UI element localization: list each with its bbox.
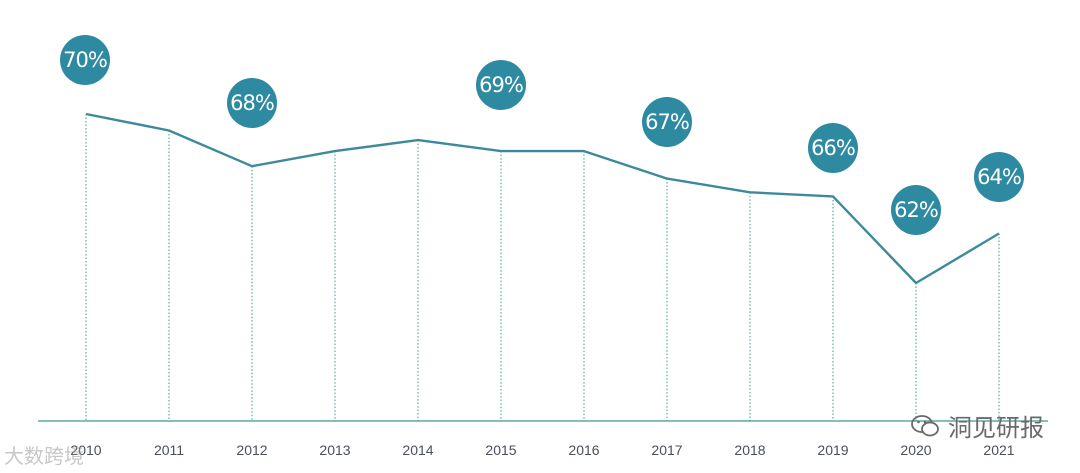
data-label-2020: 62% [894,198,938,222]
x-tick-label-2014: 2014 [402,442,433,458]
x-tick-label-2020: 2020 [900,442,931,458]
value-bubble-2012: 68% [227,78,277,128]
drop-lines [85,114,1000,421]
x-tick-label-2010: 2010 [70,442,101,458]
bubble-circle [808,123,858,173]
x-tick-label-2015: 2015 [485,442,516,458]
watermark-right-text: 洞见研报 [948,414,1044,442]
value-bubble-2010: 70% [60,35,110,85]
value-bubble-2015: 69% [476,60,526,110]
data-label-2015: 69% [479,73,523,97]
x-tick-label-2017: 2017 [651,442,682,458]
value-bubble-2017: 67% [642,97,692,147]
x-tick-labels: 2010 2011 2012 2013 2014 2015 2016 2017 2018 2019… [70,442,1014,458]
x-tick-label-2016: 2016 [568,442,599,458]
bubble-circle [974,152,1024,202]
x-tick-label-2013: 2013 [319,442,350,458]
value-bubbles: 70% 68% 69% 67% 66% 62% 64% [60,35,1024,235]
bubble-circle [476,60,526,110]
bubble-circle [891,185,941,235]
series-line [85,112,1000,285]
x-tick-label-2019: 2019 [817,442,848,458]
bubble-circle [60,35,110,85]
value-bubble-2021: 64% [974,152,1024,202]
bubble-circle [227,78,277,128]
data-label-2021: 64% [977,165,1021,189]
watermark-left-text: 大数跨境 [4,444,84,468]
data-label-2010: 70% [63,48,107,72]
data-label-2019: 66% [811,136,855,160]
x-tick-label-2018: 2018 [734,442,765,458]
data-label-2017: 67% [645,110,689,134]
value-bubble-2020: 62% [891,185,941,235]
x-tick-label-2012: 2012 [236,442,267,458]
wechat-icon [910,413,940,439]
x-tick-label-2011: 2011 [154,442,184,458]
watermark-right: 洞见研报 [910,408,1044,443]
bubble-circle [642,97,692,147]
value-bubble-2019: 66% [808,123,858,173]
watermark-left: 大数跨境 [4,440,84,469]
x-tick-label-2021: 2021 [983,442,1014,458]
data-label-2012: 68% [230,91,274,115]
